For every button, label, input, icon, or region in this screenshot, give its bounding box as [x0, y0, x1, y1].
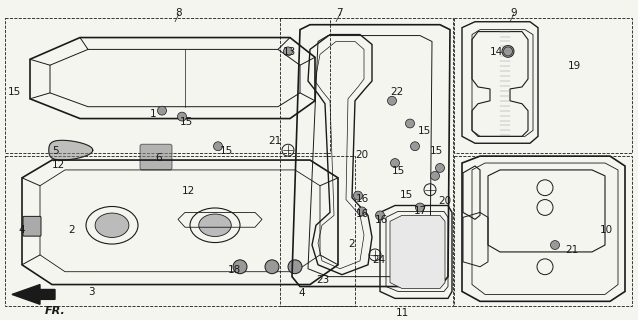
Text: 4: 4 [298, 289, 304, 299]
Text: 11: 11 [396, 308, 409, 318]
Text: 15: 15 [8, 87, 21, 97]
Circle shape [233, 260, 247, 274]
Text: 16: 16 [356, 194, 369, 204]
Text: 14: 14 [490, 47, 503, 57]
Text: 17: 17 [414, 205, 427, 215]
Text: 21: 21 [565, 245, 578, 255]
Text: 19: 19 [568, 61, 581, 71]
Text: 15: 15 [400, 190, 413, 200]
Text: 12: 12 [52, 160, 65, 170]
Text: 15: 15 [430, 146, 443, 156]
Circle shape [390, 159, 399, 167]
Text: 13: 13 [283, 47, 296, 57]
Text: 1: 1 [150, 109, 156, 119]
Circle shape [503, 47, 512, 56]
Text: 2: 2 [348, 239, 355, 249]
Circle shape [436, 164, 445, 172]
Circle shape [158, 106, 167, 115]
FancyBboxPatch shape [23, 216, 41, 236]
Text: 4: 4 [18, 225, 25, 235]
Text: 22: 22 [390, 87, 403, 97]
Text: 8: 8 [175, 8, 182, 18]
Circle shape [415, 203, 424, 212]
Circle shape [502, 45, 514, 57]
Circle shape [410, 142, 420, 151]
Text: 18: 18 [228, 265, 241, 275]
Text: 20: 20 [355, 150, 368, 160]
Polygon shape [390, 215, 445, 289]
Circle shape [265, 260, 279, 274]
Text: 7: 7 [336, 8, 343, 18]
Text: 9: 9 [510, 8, 517, 18]
Circle shape [288, 260, 302, 274]
Polygon shape [48, 140, 93, 160]
Circle shape [283, 47, 292, 56]
Circle shape [406, 119, 415, 128]
Text: 24: 24 [372, 255, 385, 265]
Text: 3: 3 [88, 286, 94, 297]
Circle shape [431, 172, 440, 180]
Text: 2: 2 [68, 225, 75, 235]
Text: 15: 15 [220, 146, 234, 156]
Text: 15: 15 [180, 116, 193, 127]
Polygon shape [12, 284, 55, 304]
Circle shape [551, 241, 560, 250]
Circle shape [387, 96, 396, 105]
Circle shape [357, 207, 366, 216]
Text: 20: 20 [438, 196, 451, 206]
Text: 15: 15 [392, 166, 405, 176]
Text: 6: 6 [155, 153, 161, 163]
Text: FR.: FR. [45, 306, 66, 316]
FancyBboxPatch shape [140, 144, 172, 170]
Circle shape [177, 112, 186, 121]
Text: 10: 10 [600, 225, 613, 235]
Text: 15: 15 [418, 126, 431, 136]
Text: 23: 23 [316, 275, 329, 285]
Text: 21: 21 [268, 136, 281, 146]
Circle shape [376, 211, 385, 220]
Circle shape [214, 142, 223, 151]
Circle shape [353, 191, 362, 200]
Text: 5: 5 [52, 146, 59, 156]
Text: 16: 16 [375, 215, 389, 225]
Ellipse shape [199, 214, 231, 236]
Text: 12: 12 [182, 186, 195, 196]
Text: 16: 16 [356, 210, 369, 220]
Ellipse shape [95, 213, 129, 237]
